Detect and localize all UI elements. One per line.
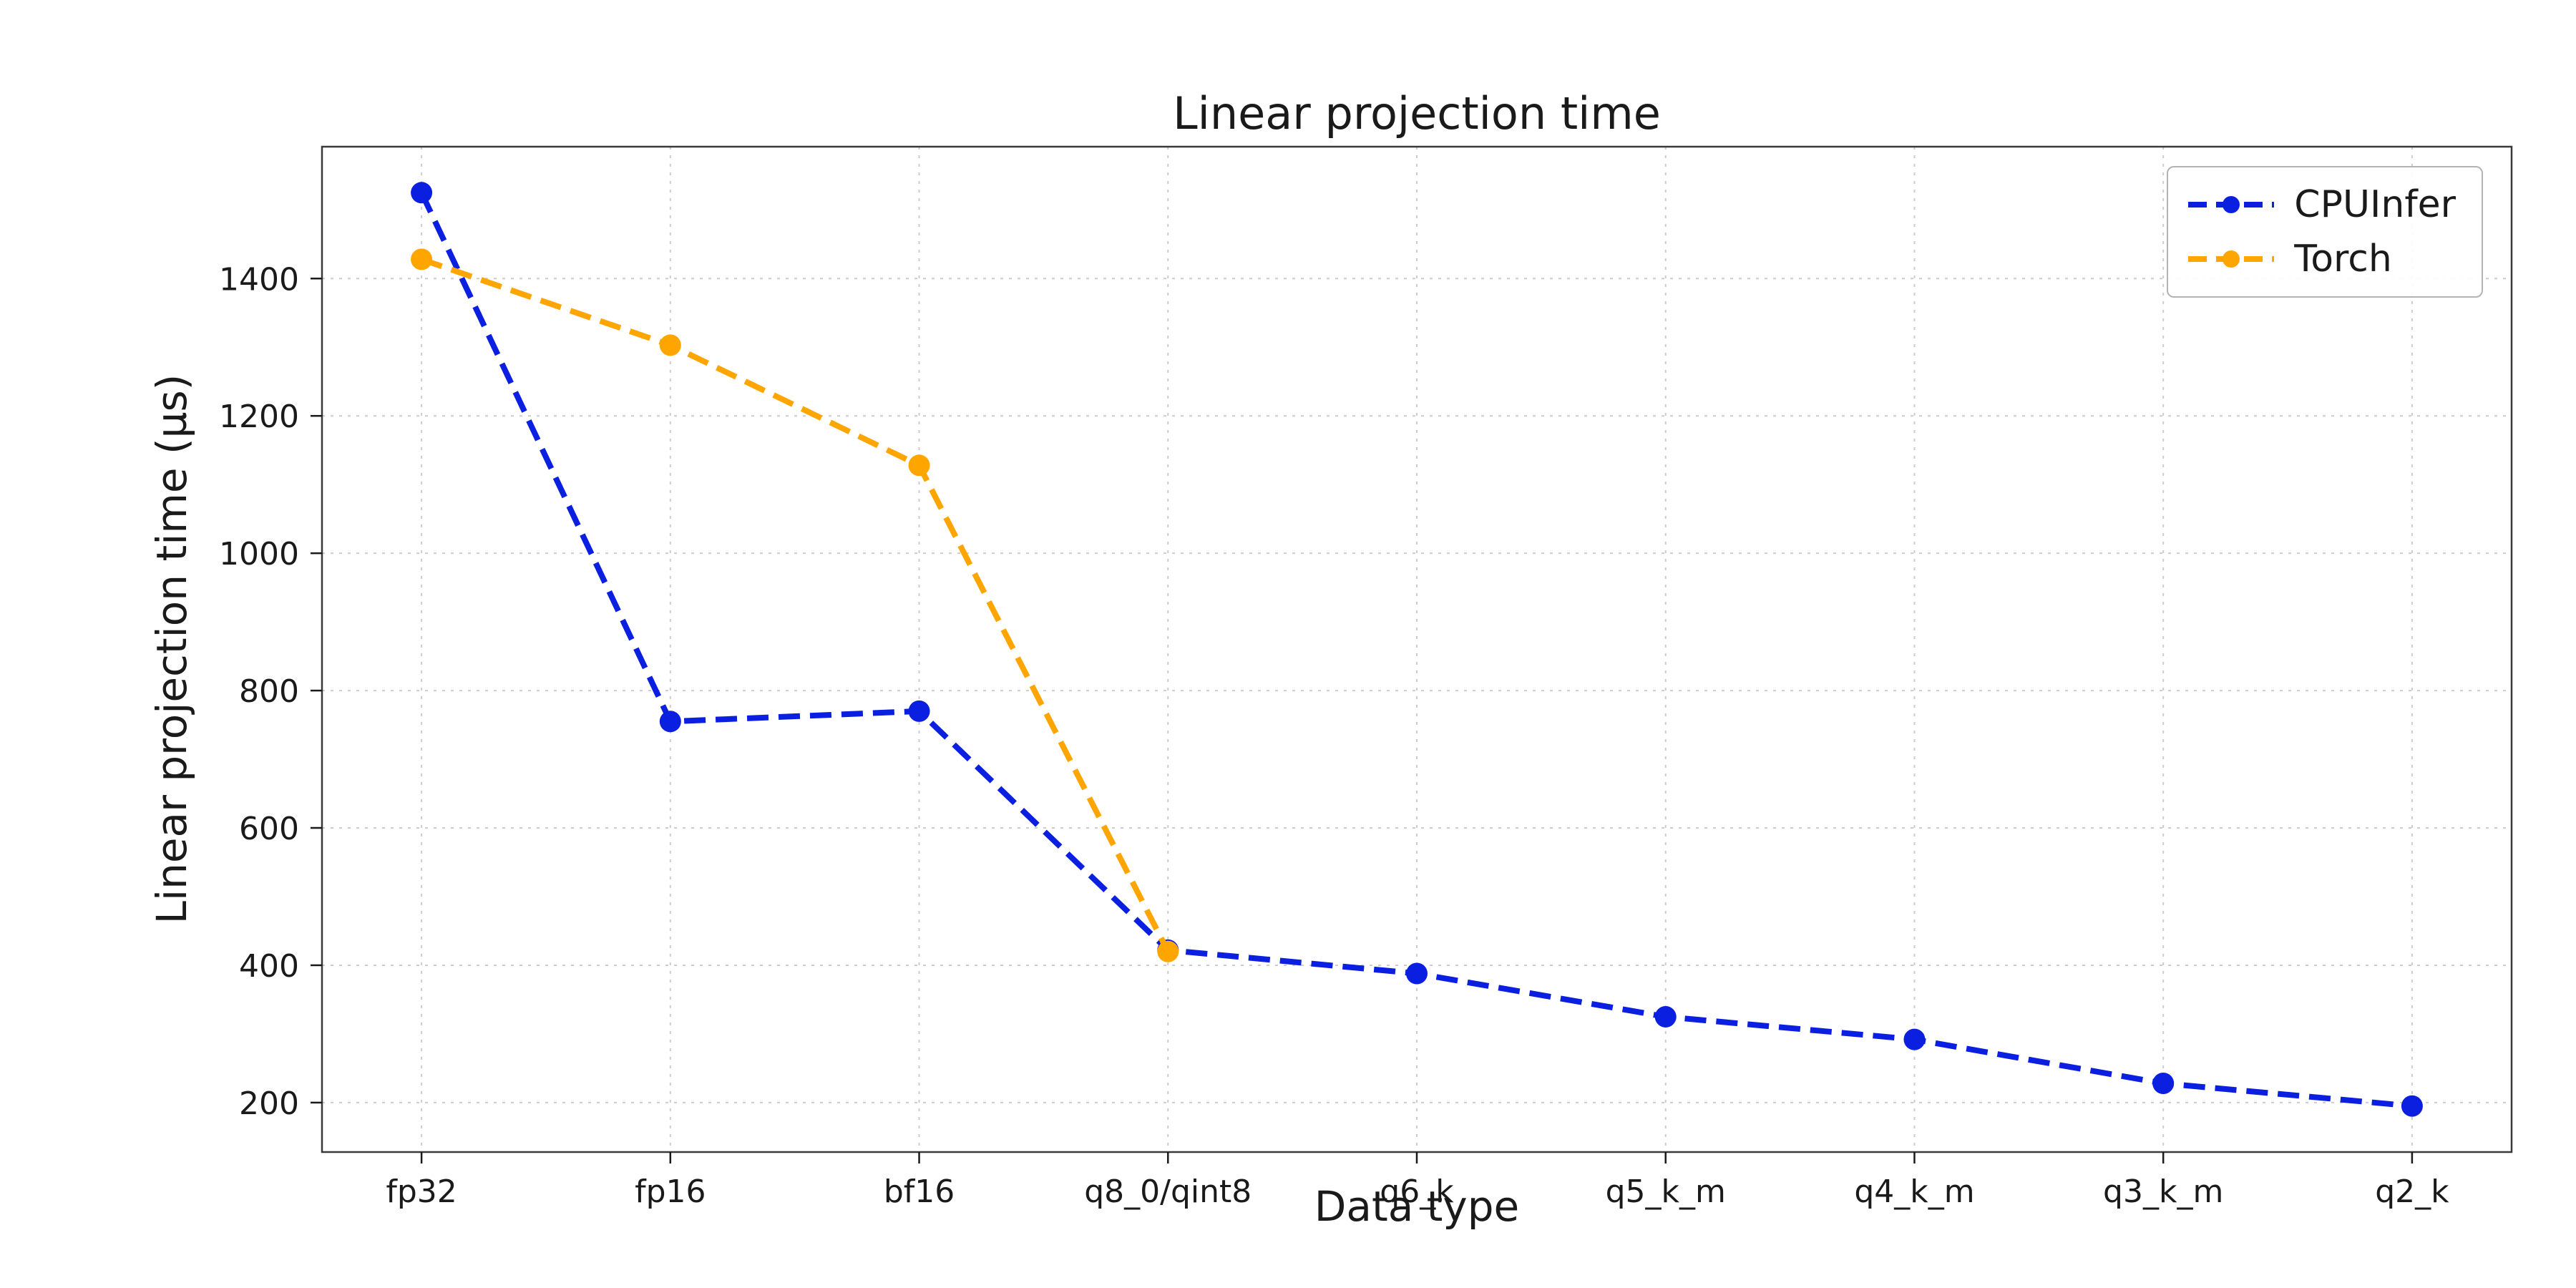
x-tick-label: q5_k_m bbox=[1606, 1174, 1726, 1210]
series-line-torch bbox=[420, 256, 1171, 953]
y-tick-label: 800 bbox=[239, 673, 299, 710]
legend: CPUInfer Torch bbox=[2167, 166, 2483, 298]
data-point-cpuinfer bbox=[2152, 1073, 2175, 1095]
x-axis-label: Data type bbox=[1314, 1182, 1520, 1231]
legend-line-marker-icon bbox=[2188, 250, 2275, 268]
data-point-torch bbox=[908, 454, 930, 477]
legend-label: Torch bbox=[2294, 238, 2392, 280]
x-tick-label: q4_k_m bbox=[1854, 1174, 1974, 1210]
data-point-cpuinfer bbox=[659, 711, 681, 733]
y-tick-label: 400 bbox=[239, 948, 299, 985]
y-tick-label: 200 bbox=[239, 1085, 299, 1122]
x-tick-label: bf16 bbox=[884, 1174, 955, 1210]
y-tick-label: 600 bbox=[239, 811, 299, 847]
y-tick-label: 1000 bbox=[219, 536, 299, 572]
y-tick-label: 1400 bbox=[219, 261, 299, 298]
y-axis-label: Linear projection time (µs) bbox=[147, 374, 196, 924]
data-point-cpuinfer bbox=[411, 182, 433, 204]
data-point-cpuinfer bbox=[1903, 1028, 1926, 1050]
data-point-cpuinfer bbox=[908, 700, 930, 722]
chart-title: Linear projection time bbox=[1173, 87, 1661, 140]
legend-label: CPUInfer bbox=[2294, 183, 2456, 226]
x-tick-label: q3_k_m bbox=[2103, 1174, 2223, 1210]
x-tick-label: fp16 bbox=[635, 1174, 706, 1210]
data-point-torch bbox=[659, 334, 681, 356]
legend-line-marker-icon bbox=[2188, 196, 2275, 213]
x-tick-label: q6_k bbox=[1380, 1174, 1454, 1210]
legend-item-cpuinfer: CPUInfer bbox=[2188, 183, 2456, 226]
axis-ticks: fp32 fp16 bf16 q8_0/qint8 q6_k q5_k_m q4_k_m q3… bbox=[219, 261, 2449, 1210]
data-point-torch bbox=[411, 248, 433, 270]
data-point-cpuinfer bbox=[2401, 1095, 2423, 1117]
data-point-cpuinfer bbox=[1406, 962, 1428, 985]
data-point-cpuinfer bbox=[1654, 1005, 1677, 1028]
x-tick-label: q8_0/qint8 bbox=[1084, 1174, 1252, 1210]
y-tick-label: 1200 bbox=[219, 399, 299, 435]
legend-item-torch: Torch bbox=[2188, 238, 2456, 280]
x-tick-label: q2_k bbox=[2375, 1174, 2449, 1210]
x-tick-label: fp32 bbox=[386, 1174, 457, 1210]
data-point-torch bbox=[1157, 940, 1179, 962]
